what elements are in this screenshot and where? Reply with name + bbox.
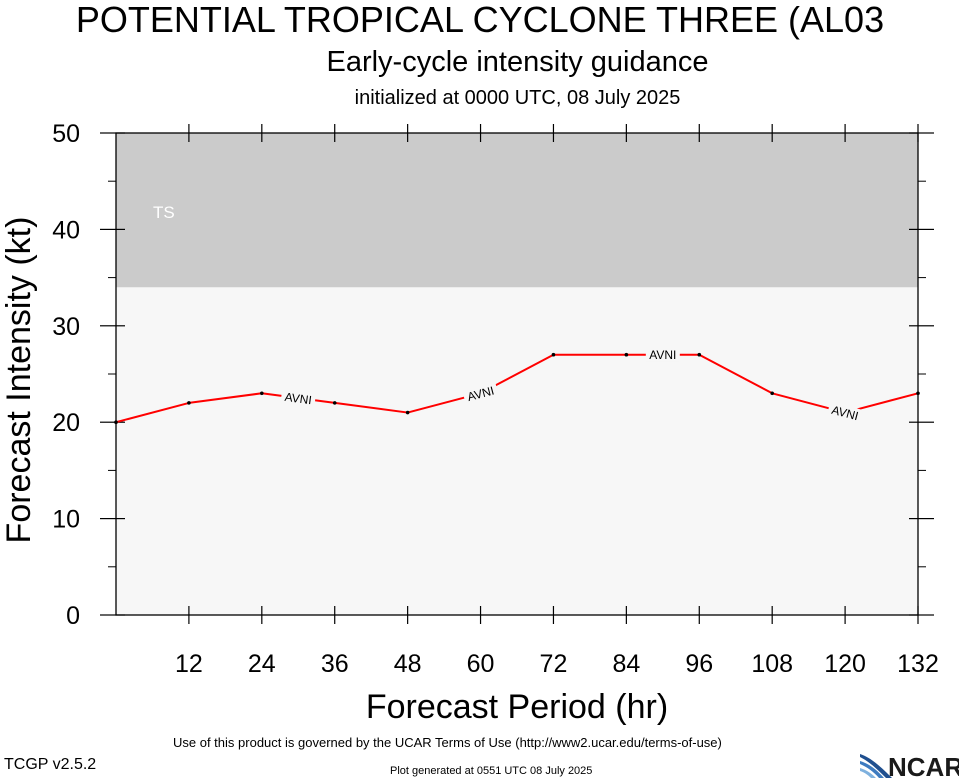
series-label: AVNI	[830, 403, 860, 423]
series-label: AVNI	[649, 348, 676, 362]
data-point	[916, 391, 920, 396]
series-label: AVNI	[284, 390, 313, 407]
x-tick-label: 108	[751, 650, 793, 678]
x-tick-label: 84	[612, 650, 640, 678]
chart-title: POTENTIAL TROPICAL CYCLONE THREE (AL03	[75, 0, 885, 40]
x-tick-label: 72	[540, 650, 568, 678]
data-point	[551, 352, 556, 357]
x-axis-label: Forecast Period (hr)	[366, 688, 668, 726]
series-label: AVNI	[466, 384, 496, 404]
data-point	[405, 410, 410, 415]
x-tick-label: 132	[897, 650, 939, 678]
terms-of-use-text: Use of this product is governed by the U…	[173, 735, 722, 750]
data-point	[260, 391, 264, 396]
x-tick-label: 36	[321, 650, 349, 678]
ncar-logo: NCAR	[860, 752, 959, 780]
data-point	[697, 352, 702, 357]
x-tick-label: 12	[175, 650, 203, 678]
data-point	[114, 420, 118, 425]
y-tick-label: 0	[66, 602, 80, 630]
ncar-logo-text: NCAR	[888, 752, 959, 780]
ncar-logo-swoosh-icon	[860, 754, 892, 778]
y-axis-label: Forecast Intensity (kt)	[0, 217, 38, 544]
y-tick-label: 40	[52, 216, 80, 244]
x-tick-label: 120	[824, 650, 866, 678]
x-tick-label: 24	[248, 650, 276, 678]
series-label-background	[462, 382, 499, 405]
data-point	[332, 401, 337, 405]
initialization-time: initialized at 0000 UTC, 08 July 2025	[354, 87, 681, 109]
band-label: TS	[153, 203, 175, 222]
intensity-band-ts	[116, 133, 918, 288]
chart-subtitle: Early-cycle intensity guidance	[326, 46, 709, 78]
y-tick-label: 30	[52, 313, 80, 341]
version-label: TCGP v2.5.2	[4, 756, 97, 773]
data-point	[624, 352, 629, 357]
y-tick-label: 20	[52, 409, 80, 437]
x-tick-label: 96	[685, 650, 713, 678]
series-label-background	[280, 388, 317, 408]
data-point	[187, 401, 191, 405]
series-line-avni	[115, 353, 919, 424]
y-tick-label: 10	[52, 506, 80, 534]
y-tick-label: 50	[52, 120, 80, 148]
plot-generated-text: Plot generated at 0551 UTC 08 July 2025	[390, 765, 593, 777]
series-label-background	[826, 401, 864, 424]
x-tick-label: 48	[394, 650, 422, 678]
data-point	[770, 391, 774, 396]
series-label-background	[645, 347, 680, 362]
x-tick-label: 60	[467, 650, 495, 678]
